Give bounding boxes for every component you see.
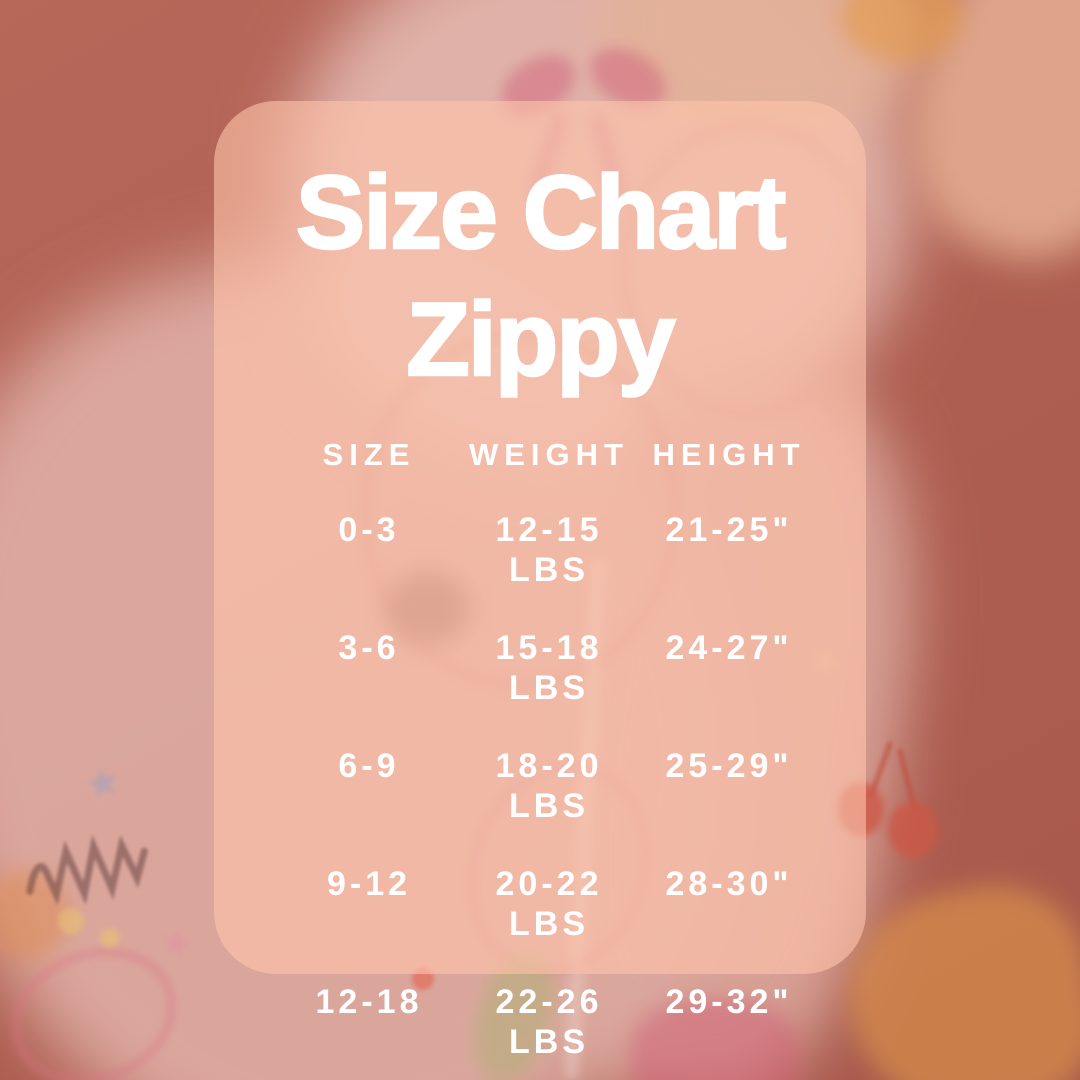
height-cell: 25-29" <box>665 747 793 785</box>
column-header-height: HEIGHT <box>652 437 806 472</box>
height-cell: 21-25" <box>665 511 793 549</box>
height-cell: 28-30" <box>665 865 793 903</box>
height-cell: 29-32" <box>665 983 793 1021</box>
weight-cell: 22-26 LBS <box>495 983 603 1061</box>
size-cell: 3-6 <box>338 629 400 667</box>
size-chart-panel <box>214 101 866 974</box>
size-table: SIZE WEIGHT HEIGHT 0-3 12-15 LBS 21-25" … <box>279 438 819 1080</box>
table-row: 12-18 22-26 LBS 29-32" <box>279 982 819 1062</box>
height-cell: 24-27" <box>665 629 793 667</box>
weight-cell: 12-15 LBS <box>495 511 603 589</box>
title-line-1: Size Chart <box>294 154 787 272</box>
size-cell: 6-9 <box>338 747 400 785</box>
squiggle-print-icon <box>20 824 177 914</box>
weight-cell: 15-18 LBS <box>495 629 603 707</box>
weight-cell: 20-22 LBS <box>495 865 603 943</box>
dot-print-icon <box>100 928 120 948</box>
size-cell: 9-12 <box>326 865 412 903</box>
page-title: Size Chart Zippy <box>214 150 866 404</box>
table-row: 6-9 18-20 LBS 25-29" <box>279 746 819 826</box>
cherry-print-icon <box>888 802 938 858</box>
size-cell: 0-3 <box>338 511 400 549</box>
table-row: 3-6 15-18 LBS 24-27" <box>279 628 819 708</box>
size-cell: 12-18 <box>315 983 423 1021</box>
column-header-size: SIZE <box>322 437 416 472</box>
dot-print-icon <box>58 908 84 934</box>
table-header-row: SIZE WEIGHT HEIGHT <box>279 438 819 472</box>
weight-cell: 18-20 LBS <box>495 747 603 825</box>
table-row: 0-3 12-15 LBS 21-25" <box>279 510 819 590</box>
bow-print-icon <box>630 1000 800 1080</box>
column-header-weight: WEIGHT <box>469 437 629 472</box>
table-row: 9-12 20-22 LBS 28-30" <box>279 864 819 944</box>
title-line-2: Zippy <box>405 281 677 399</box>
